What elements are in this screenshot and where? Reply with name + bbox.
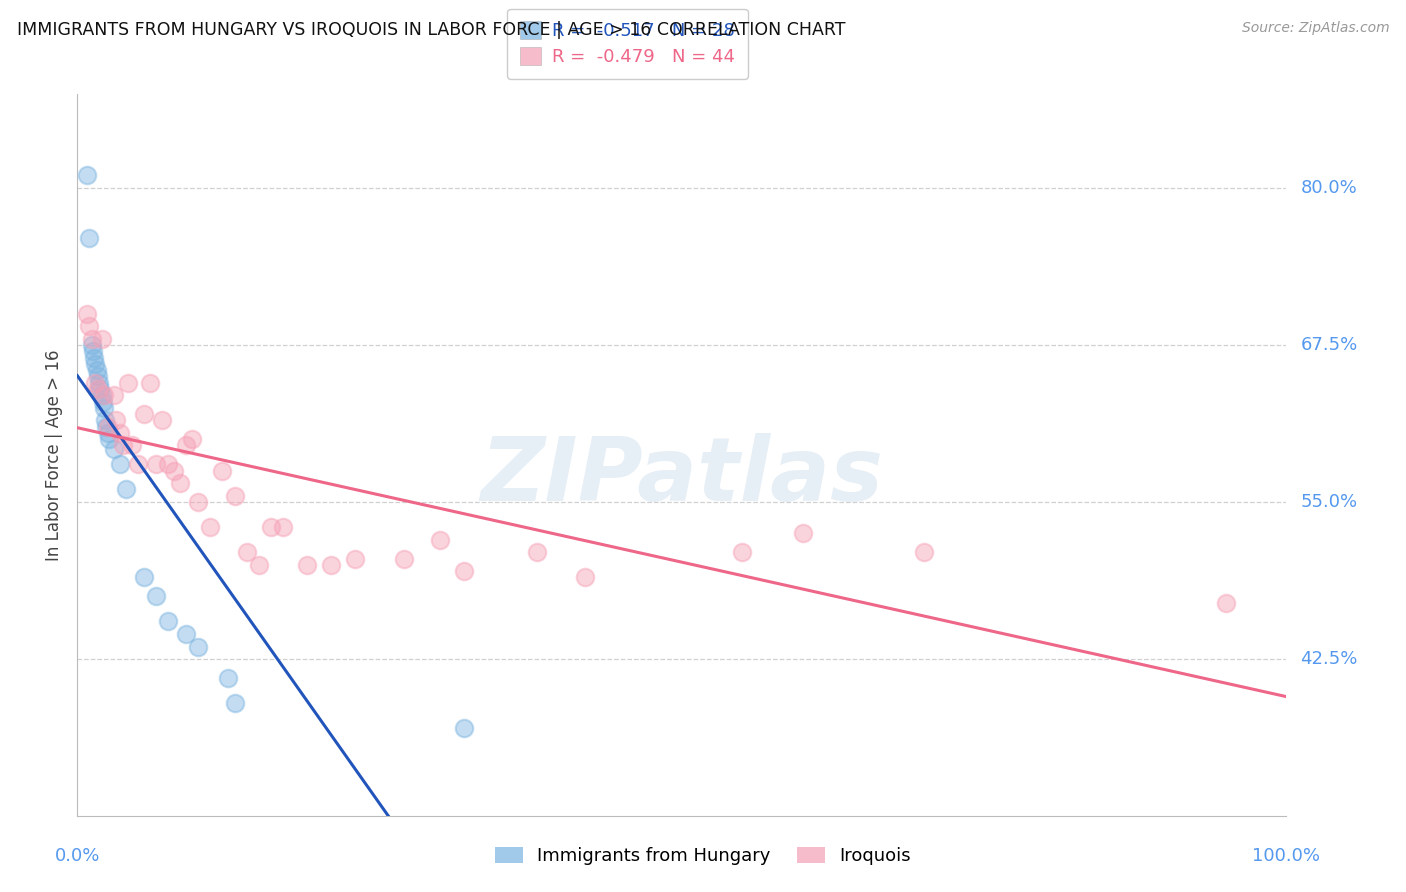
Point bbox=[526, 545, 548, 559]
Point bbox=[96, 419, 118, 434]
Point bbox=[127, 458, 149, 472]
Point bbox=[169, 476, 191, 491]
Point bbox=[163, 464, 186, 478]
Text: 80.0%: 80.0% bbox=[1301, 179, 1357, 197]
Point bbox=[103, 388, 125, 402]
Point bbox=[86, 363, 108, 377]
Point bbox=[187, 640, 209, 654]
Legend: Immigrants from Hungary, Iroquois: Immigrants from Hungary, Iroquois bbox=[488, 839, 918, 872]
Point bbox=[79, 319, 101, 334]
Point bbox=[187, 495, 209, 509]
Point bbox=[96, 425, 118, 440]
Point bbox=[84, 357, 107, 371]
Point bbox=[218, 671, 240, 685]
Point bbox=[105, 413, 128, 427]
Point bbox=[145, 589, 167, 603]
Point bbox=[97, 432, 120, 446]
Point bbox=[112, 438, 135, 452]
Point bbox=[912, 545, 935, 559]
Text: 55.0%: 55.0% bbox=[1301, 493, 1358, 511]
Point bbox=[121, 438, 143, 452]
Point bbox=[1215, 596, 1237, 610]
Point bbox=[80, 338, 103, 352]
Text: 67.5%: 67.5% bbox=[1301, 336, 1358, 354]
Point bbox=[93, 388, 115, 402]
Point bbox=[83, 351, 105, 365]
Point bbox=[574, 570, 596, 584]
Text: Source: ZipAtlas.com: Source: ZipAtlas.com bbox=[1241, 21, 1389, 36]
Point bbox=[453, 721, 475, 735]
Point bbox=[235, 545, 257, 559]
Point bbox=[295, 558, 318, 572]
Point bbox=[321, 558, 343, 572]
Point bbox=[82, 344, 104, 359]
Point bbox=[200, 520, 222, 534]
Point bbox=[108, 458, 131, 472]
Point bbox=[247, 558, 270, 572]
Point bbox=[90, 332, 112, 346]
Point bbox=[224, 489, 246, 503]
Point bbox=[114, 483, 136, 497]
Point bbox=[87, 369, 110, 384]
Point bbox=[79, 231, 101, 245]
Point bbox=[117, 376, 139, 390]
Y-axis label: In Labor Force | Age > 16: In Labor Force | Age > 16 bbox=[45, 349, 63, 561]
Point bbox=[344, 551, 367, 566]
Point bbox=[94, 413, 117, 427]
Point bbox=[76, 169, 98, 183]
Point bbox=[76, 307, 98, 321]
Point bbox=[93, 401, 115, 415]
Point bbox=[84, 376, 107, 390]
Point bbox=[132, 407, 155, 421]
Point bbox=[89, 382, 111, 396]
Point bbox=[157, 615, 180, 629]
Point bbox=[139, 376, 162, 390]
Point bbox=[87, 376, 110, 390]
Text: 42.5%: 42.5% bbox=[1301, 650, 1358, 668]
Legend: R =  -0.517   N = 28, R =  -0.479   N = 44: R = -0.517 N = 28, R = -0.479 N = 44 bbox=[508, 9, 748, 78]
Point bbox=[260, 520, 283, 534]
Point bbox=[731, 545, 754, 559]
Point bbox=[181, 432, 204, 446]
Point bbox=[87, 382, 110, 396]
Point bbox=[80, 332, 103, 346]
Point bbox=[103, 442, 125, 457]
Point bbox=[91, 394, 114, 409]
Point bbox=[157, 458, 180, 472]
Point bbox=[224, 696, 246, 710]
Point bbox=[211, 464, 233, 478]
Point bbox=[429, 533, 451, 547]
Point bbox=[90, 388, 112, 402]
Text: 0.0%: 0.0% bbox=[55, 847, 100, 864]
Text: ZIPatlas: ZIPatlas bbox=[481, 434, 883, 520]
Point bbox=[96, 419, 118, 434]
Point bbox=[792, 526, 814, 541]
Point bbox=[271, 520, 294, 534]
Point bbox=[132, 570, 155, 584]
Point bbox=[108, 425, 131, 440]
Text: 100.0%: 100.0% bbox=[1253, 847, 1320, 864]
Point bbox=[174, 627, 197, 641]
Point bbox=[174, 438, 197, 452]
Text: IMMIGRANTS FROM HUNGARY VS IROQUOIS IN LABOR FORCE | AGE > 16 CORRELATION CHART: IMMIGRANTS FROM HUNGARY VS IROQUOIS IN L… bbox=[17, 21, 845, 39]
Point bbox=[150, 413, 173, 427]
Point bbox=[392, 551, 415, 566]
Point bbox=[453, 564, 475, 578]
Point bbox=[145, 458, 167, 472]
